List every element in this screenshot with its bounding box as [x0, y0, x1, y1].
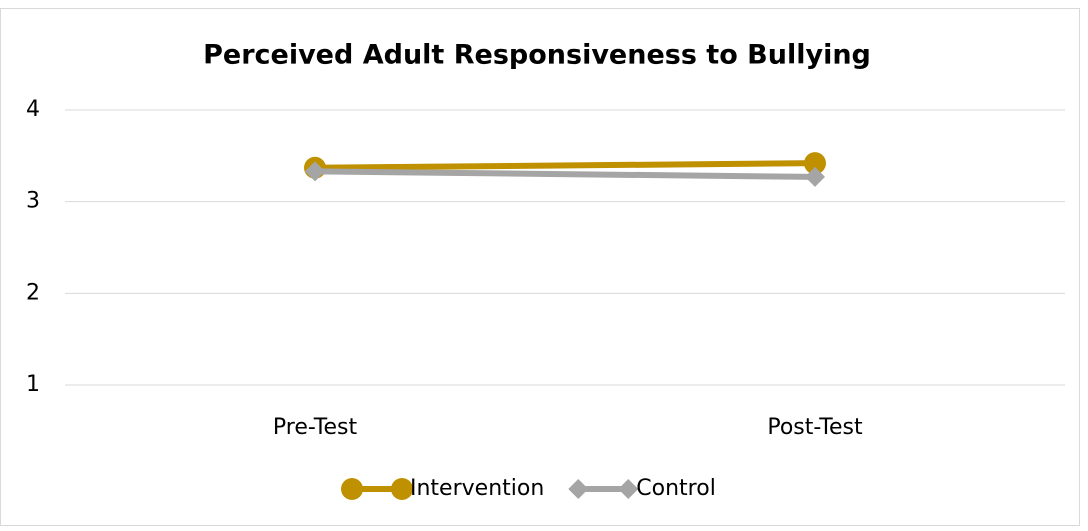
marker: [391, 478, 413, 500]
chart-title: Perceived Adult Responsiveness to Bullyi…: [203, 40, 871, 71]
marker: [305, 161, 325, 182]
series-line: [314, 168, 816, 180]
marker: [618, 479, 639, 499]
y-tick-label: 3: [26, 189, 40, 214]
chart-border: [0, 8, 1080, 526]
y-tick-label: 4: [26, 97, 40, 122]
y-tick-label: 1: [26, 372, 40, 397]
x-tick-label: Pre-Test: [273, 415, 358, 440]
legend-label: Control: [636, 476, 716, 501]
x-tick-label: Post-Test: [767, 415, 863, 440]
marker: [568, 479, 589, 499]
marker: [805, 166, 825, 187]
marker: [341, 478, 363, 500]
y-tick-label: 2: [26, 280, 40, 305]
legend-label: Intervention: [410, 476, 544, 501]
series-line: [314, 160, 816, 171]
marker: [804, 152, 826, 175]
